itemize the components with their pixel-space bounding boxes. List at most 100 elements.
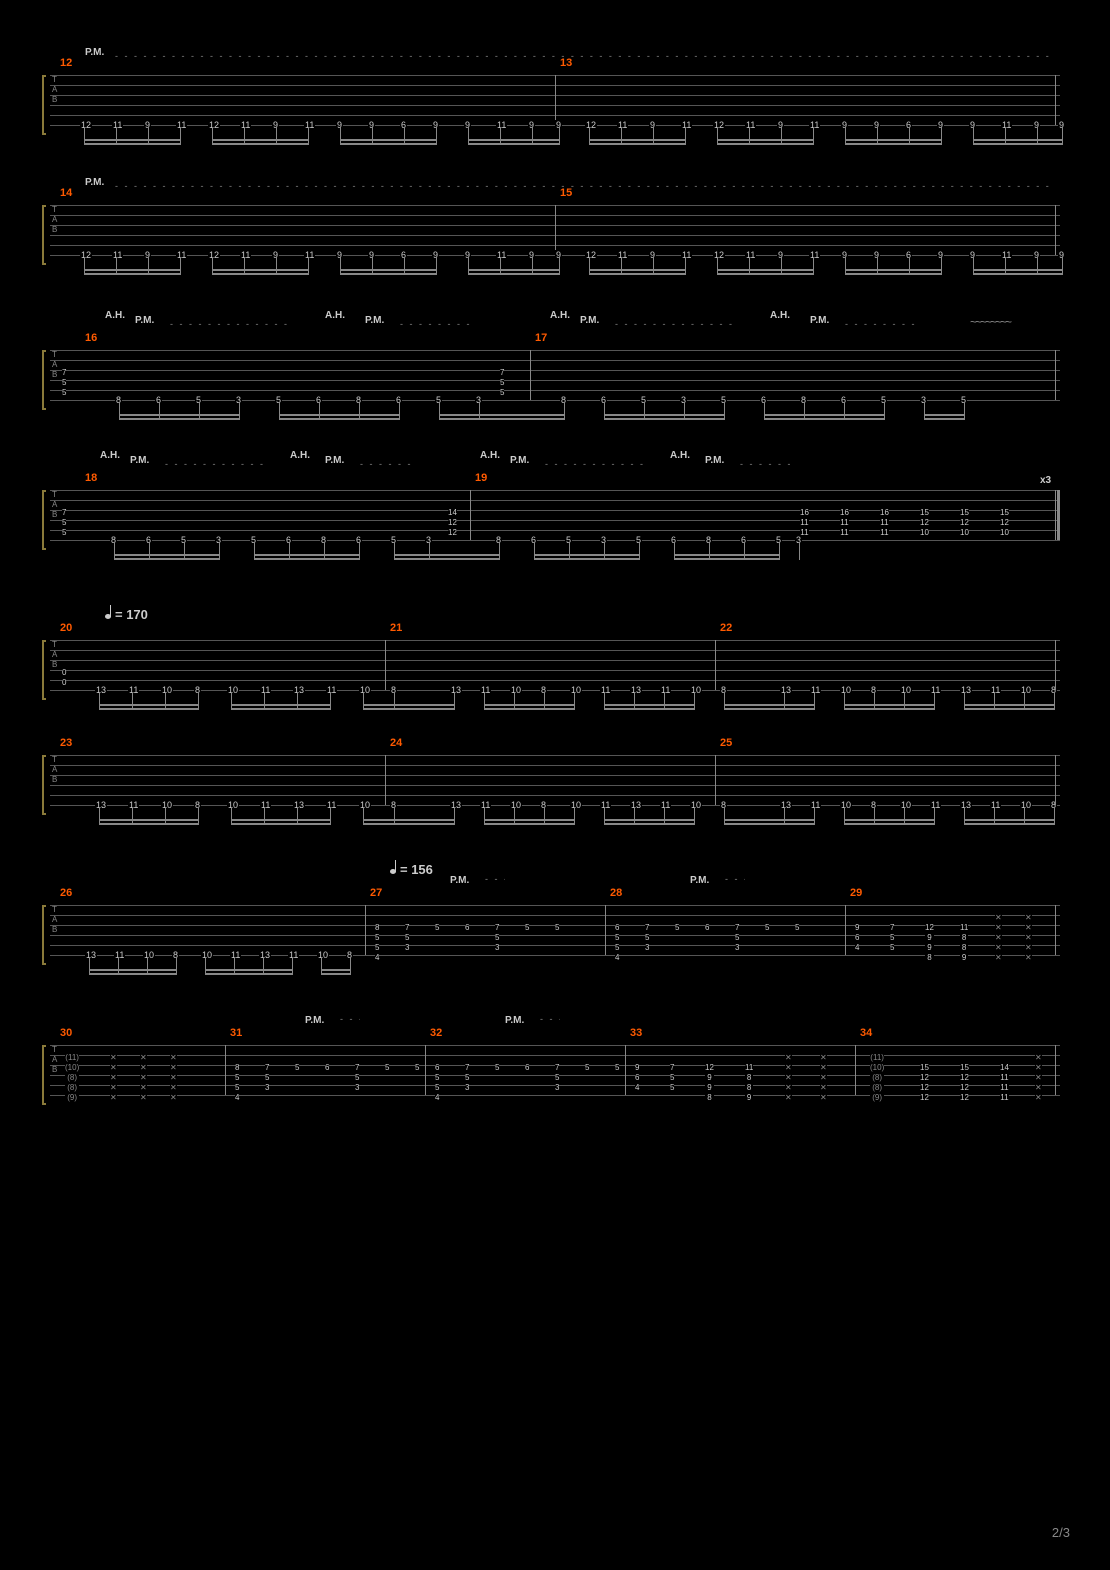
fret-number: 11 — [304, 120, 315, 130]
fret-number: 12 — [80, 120, 92, 130]
palm-mute-extent: - - - - - - - - - - - - - - - - - - - - … — [115, 51, 1055, 61]
palm-mute-label: P.M. — [450, 875, 469, 886]
palm-mute-extent: - - - - - - - - - - - - - - - - - - - - … — [615, 319, 735, 329]
beam — [231, 819, 330, 821]
note-stem — [1054, 807, 1055, 825]
beam — [114, 554, 219, 556]
fret-number: 12 — [713, 250, 725, 260]
palm-mute-label: P.M. — [130, 455, 149, 466]
fret-number: 11 — [240, 250, 251, 260]
beam — [363, 704, 454, 706]
beam — [394, 558, 499, 560]
chord-column: 12998 — [925, 923, 934, 963]
end-bar-line — [1055, 640, 1056, 690]
fret-number: 11 — [260, 685, 271, 695]
beam — [363, 708, 454, 710]
fret-number: 11 — [990, 685, 1001, 695]
fret-number: 13 — [630, 800, 642, 810]
note-stem — [941, 257, 942, 275]
vibrato-mark: ~~~~~~~~ — [970, 315, 1010, 329]
fret-number: 12 — [80, 250, 92, 260]
beam — [468, 139, 559, 141]
fret-number: 11 — [660, 800, 671, 810]
chord-column: 6 — [525, 1063, 529, 1073]
palm-mute-label: P.M. — [690, 875, 709, 886]
palm-mute-extent: - - - - - - - - - - - - - - - - - - - - … — [165, 459, 265, 469]
beam — [363, 819, 454, 821]
staff-line — [50, 755, 1060, 756]
note-stem — [639, 542, 640, 560]
fret-number: 10 — [201, 950, 213, 960]
system-bracket — [42, 490, 46, 550]
note-stem — [198, 807, 199, 825]
note-stem — [454, 807, 455, 825]
beam — [89, 973, 176, 975]
chord-column: 753 — [645, 923, 649, 953]
measure-number: 16 — [85, 332, 97, 344]
staff-line — [50, 1045, 1060, 1046]
bar-line — [855, 1045, 856, 1095]
measure-number: 23 — [60, 737, 72, 749]
chord-column: 5 — [385, 1063, 389, 1073]
end-bar-line — [1055, 350, 1056, 400]
fret-number: 11 — [176, 120, 187, 130]
fret-number: 11 — [600, 685, 611, 695]
fret-number: 10 — [510, 800, 522, 810]
chord-column: 753 — [555, 1063, 559, 1093]
chord-column: 161111 — [880, 508, 889, 538]
beam — [724, 819, 814, 821]
fret-number: 10 — [510, 685, 522, 695]
fret-number: 11 — [600, 800, 611, 810]
fret-number: 11 — [496, 120, 507, 130]
fret-number: 11 — [128, 685, 139, 695]
staff-line — [50, 380, 1060, 381]
measure-number: 13 — [560, 57, 572, 69]
palm-mute-label: P.M. — [365, 315, 384, 326]
fret-number: 13 — [780, 800, 792, 810]
note-stem — [219, 542, 220, 560]
note-stem — [814, 692, 815, 710]
beam — [119, 414, 239, 416]
chord-column: 5 — [615, 1063, 619, 1073]
bar-line — [385, 755, 386, 805]
fret-number: 10 — [1020, 800, 1032, 810]
beam — [973, 269, 1062, 271]
beam — [212, 143, 308, 145]
beam — [114, 558, 219, 560]
chord-column: 5 — [495, 1063, 499, 1073]
mute-column: ✕✕✕✕✕ — [1025, 913, 1032, 963]
note-stem — [685, 127, 686, 145]
beam — [254, 554, 359, 556]
fret-number: 11 — [128, 800, 139, 810]
measure-number: 32 — [430, 1027, 442, 1039]
chord-column: 753 — [735, 923, 739, 953]
palm-mute-extent: - - - - - - - - - - - - - - - - - - - - … — [845, 319, 915, 329]
beam — [674, 554, 779, 556]
chord-column: 753 — [265, 1063, 269, 1093]
beam — [99, 708, 198, 710]
bar-line — [555, 75, 556, 125]
chord-column: 12998 — [705, 1063, 714, 1103]
measure-number: 14 — [60, 187, 72, 199]
fret-number: 11 — [480, 685, 491, 695]
chord-column: 161111 — [800, 508, 809, 538]
staff-line — [50, 905, 1060, 906]
measure-number: 12 — [60, 57, 72, 69]
note-stem — [934, 692, 935, 710]
beam — [604, 708, 694, 710]
palm-mute-extent: - - - - - - - - - - - - - - - - - - - - … — [540, 1014, 560, 1024]
tab-letters: TAB — [50, 755, 65, 815]
fret-number: 13 — [259, 950, 271, 960]
fret-number: 13 — [85, 950, 97, 960]
beam — [589, 273, 685, 275]
beam — [484, 708, 574, 710]
tab-system: TAB= 156P.M.P.M.- - - - - - - - - - - - … — [50, 905, 1060, 965]
tab-letters: TAB — [50, 205, 65, 265]
measure-number: 33 — [630, 1027, 642, 1039]
palm-mute-label: P.M. — [85, 47, 104, 58]
ghost-chord-column: (11)(10)(8)(8)(9) — [65, 1053, 79, 1103]
note-stem — [559, 127, 560, 145]
chord-column: 151210 — [960, 508, 969, 538]
staff-line — [50, 540, 1060, 541]
beam — [973, 143, 1062, 145]
